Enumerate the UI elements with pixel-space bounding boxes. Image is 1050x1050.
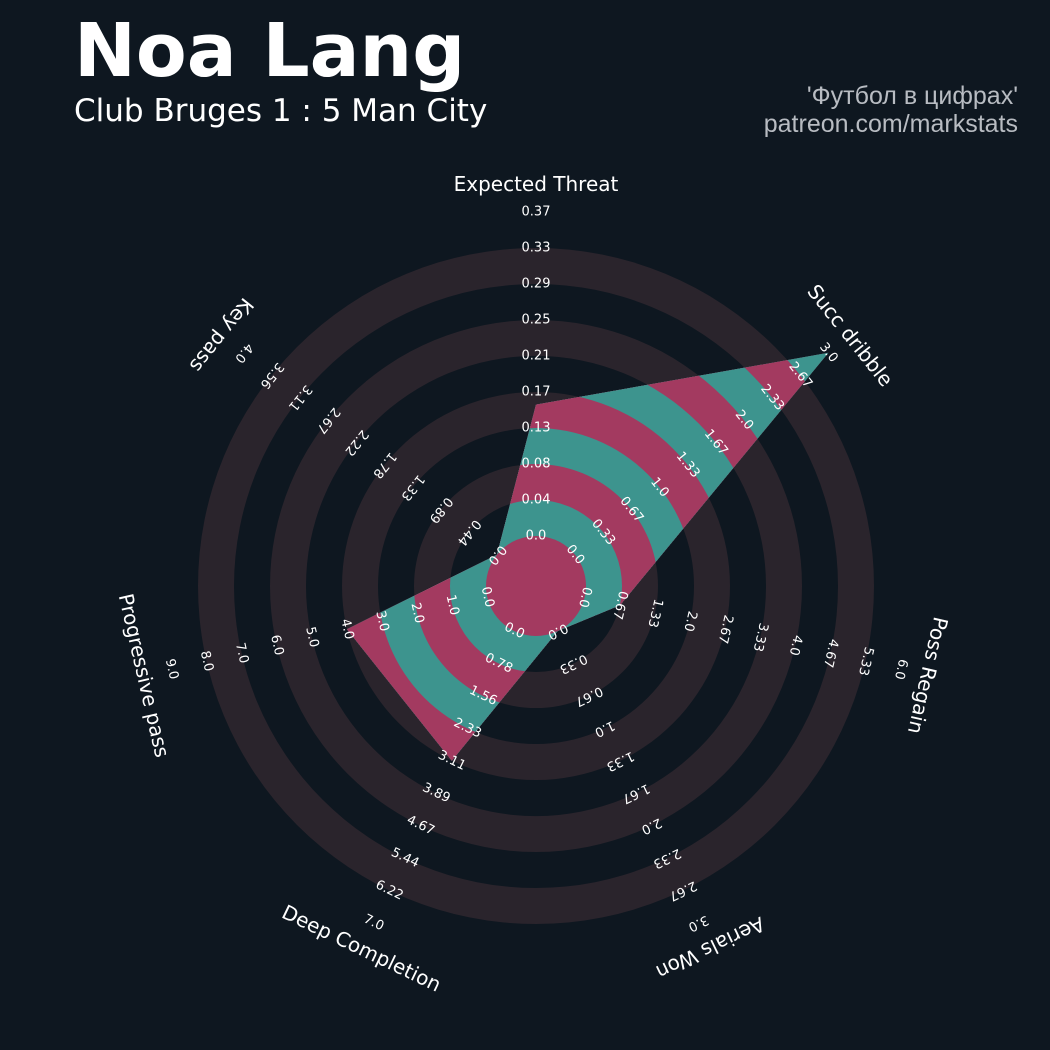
tick-label: 7.0 xyxy=(361,912,386,934)
tick-label: 3.33 xyxy=(750,621,771,653)
tick-label: 0.0 xyxy=(575,585,594,609)
tick-label: 0.08 xyxy=(522,457,551,472)
tick-label: 3.0 xyxy=(372,609,391,633)
tick-label: 0.29 xyxy=(522,277,551,292)
tick-label: 2.0 xyxy=(680,609,699,633)
tick-label: 0.37 xyxy=(522,205,551,220)
axis-label: Deep Completion xyxy=(278,900,445,997)
tick-label: 0.13 xyxy=(522,421,551,436)
tick-label: 2.67 xyxy=(715,613,736,645)
tick-label: 1.33 xyxy=(644,597,665,629)
tick-label: 0.67 xyxy=(609,589,630,621)
tick-label: 0.0 xyxy=(526,529,547,544)
axis-label: Key pass xyxy=(185,293,259,377)
tick-label: 3.0 xyxy=(686,912,711,934)
tick-label: 8.0 xyxy=(197,649,216,673)
credit-line-1: 'Футбол в цифрах' xyxy=(806,82,1018,110)
tick-label: 7.0 xyxy=(232,641,251,665)
tick-label: 4.67 xyxy=(820,637,841,669)
tick-label: 1.0 xyxy=(443,593,462,617)
polygon-band xyxy=(485,535,587,637)
tick-label: 2.0 xyxy=(407,601,426,625)
credit-line-2: patreon.com/markstats xyxy=(763,110,1018,138)
tick-label: 0.0 xyxy=(478,585,497,609)
tick-labels: 0.0 0.04 0.08 0.13 0.17 0.21 0.25 0.29 0.33 0.37 0… xyxy=(162,205,910,935)
tick-label: 4.0 xyxy=(231,340,256,366)
axis-label: Poss Regain xyxy=(903,615,953,737)
tick-label: 0.25 xyxy=(522,313,551,328)
tick-label: 4.0 xyxy=(786,633,805,657)
tick-label: 4.0 xyxy=(337,617,356,641)
player-name: Noa Lang xyxy=(74,8,466,94)
axis-label: Expected Threat xyxy=(454,172,619,196)
tick-label: 0.04 xyxy=(522,493,551,508)
tick-label: 5.33 xyxy=(855,645,876,677)
tick-label: 9.0 xyxy=(162,657,181,681)
tick-label: 5.0 xyxy=(302,625,321,649)
tick-label: 0.17 xyxy=(522,385,551,400)
tick-label: 6.0 xyxy=(267,633,286,657)
axis-label: Succ dribble xyxy=(802,280,898,391)
match-title: Club Bruges 1 : 5 Man City xyxy=(74,93,488,129)
tick-label: 0.21 xyxy=(522,349,551,364)
tick-label: 0.33 xyxy=(522,241,551,256)
tick-label: 6.0 xyxy=(891,657,910,681)
